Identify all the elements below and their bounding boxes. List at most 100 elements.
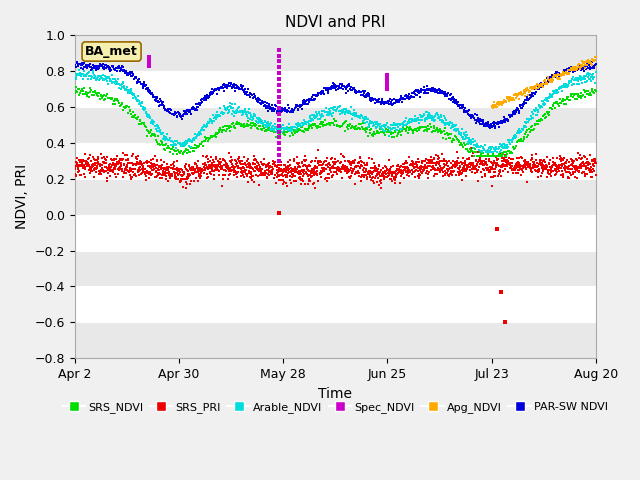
Point: [568, 65, 579, 72]
Point: [178, 171, 188, 179]
Point: [287, 166, 297, 174]
Point: [89, 72, 99, 79]
Bar: [75, 36, 596, 71]
Point: [584, 159, 594, 167]
Point: [157, 99, 167, 107]
Point: [113, 97, 123, 105]
Point: [276, 122, 286, 130]
Point: [587, 156, 597, 164]
Point: [454, 129, 464, 136]
Point: [570, 65, 580, 73]
Point: [127, 90, 137, 98]
Point: [479, 122, 489, 130]
Point: [186, 166, 196, 174]
Point: [246, 124, 256, 132]
Point: [80, 151, 90, 158]
Point: [383, 124, 394, 132]
Point: [263, 166, 273, 173]
Point: [257, 125, 268, 132]
Point: [253, 125, 263, 133]
Point: [541, 165, 551, 173]
Point: [351, 162, 362, 169]
Point: [154, 167, 164, 174]
Point: [134, 120, 144, 128]
Point: [370, 164, 380, 172]
Point: [489, 144, 499, 152]
Point: [337, 81, 347, 88]
Point: [74, 61, 84, 69]
Point: [136, 80, 146, 87]
Point: [456, 104, 466, 112]
Point: [110, 66, 120, 73]
Point: [534, 85, 544, 93]
Point: [538, 83, 548, 90]
Point: [481, 147, 491, 155]
Point: [298, 172, 308, 180]
Point: [106, 66, 116, 73]
Point: [464, 148, 474, 156]
Point: [437, 88, 447, 96]
Point: [415, 116, 426, 123]
Point: [548, 73, 559, 81]
Point: [530, 82, 540, 89]
Point: [512, 129, 522, 137]
Point: [123, 155, 133, 163]
Point: [552, 75, 563, 83]
Point: [189, 136, 199, 144]
Point: [321, 177, 332, 185]
Point: [534, 101, 545, 109]
Point: [127, 173, 137, 181]
Point: [186, 144, 196, 152]
Point: [386, 121, 396, 129]
Point: [494, 100, 504, 108]
Point: [479, 144, 489, 152]
Point: [76, 87, 86, 95]
Point: [117, 156, 127, 164]
Point: [225, 166, 236, 173]
Point: [454, 101, 464, 109]
Point: [214, 84, 225, 92]
Point: [255, 165, 266, 173]
Point: [494, 101, 504, 108]
Point: [306, 115, 316, 123]
Point: [177, 111, 188, 119]
Point: [186, 138, 196, 146]
Point: [586, 173, 596, 180]
Point: [235, 85, 245, 93]
Point: [346, 124, 356, 132]
Point: [519, 88, 529, 96]
Point: [350, 110, 360, 118]
Point: [195, 131, 205, 138]
Point: [138, 78, 148, 86]
Point: [553, 71, 563, 78]
Point: [100, 163, 111, 170]
Point: [379, 121, 389, 129]
Point: [294, 170, 304, 178]
Point: [340, 108, 351, 116]
Point: [580, 62, 591, 70]
Point: [395, 125, 405, 132]
Point: [366, 164, 376, 171]
Point: [256, 169, 266, 177]
Point: [293, 168, 303, 176]
Point: [477, 120, 488, 128]
Point: [165, 170, 175, 178]
Point: [475, 156, 485, 163]
Point: [76, 161, 86, 168]
Point: [336, 168, 346, 176]
Point: [581, 165, 591, 172]
Point: [347, 169, 357, 177]
Point: [460, 160, 470, 168]
Point: [450, 122, 460, 130]
Point: [540, 76, 550, 84]
Point: [316, 114, 326, 121]
Point: [382, 82, 392, 89]
Point: [539, 80, 549, 88]
Point: [448, 135, 458, 143]
Point: [458, 167, 468, 174]
Point: [241, 89, 252, 97]
Point: [177, 172, 188, 180]
Point: [383, 128, 393, 135]
Point: [292, 165, 303, 172]
Point: [529, 89, 539, 97]
